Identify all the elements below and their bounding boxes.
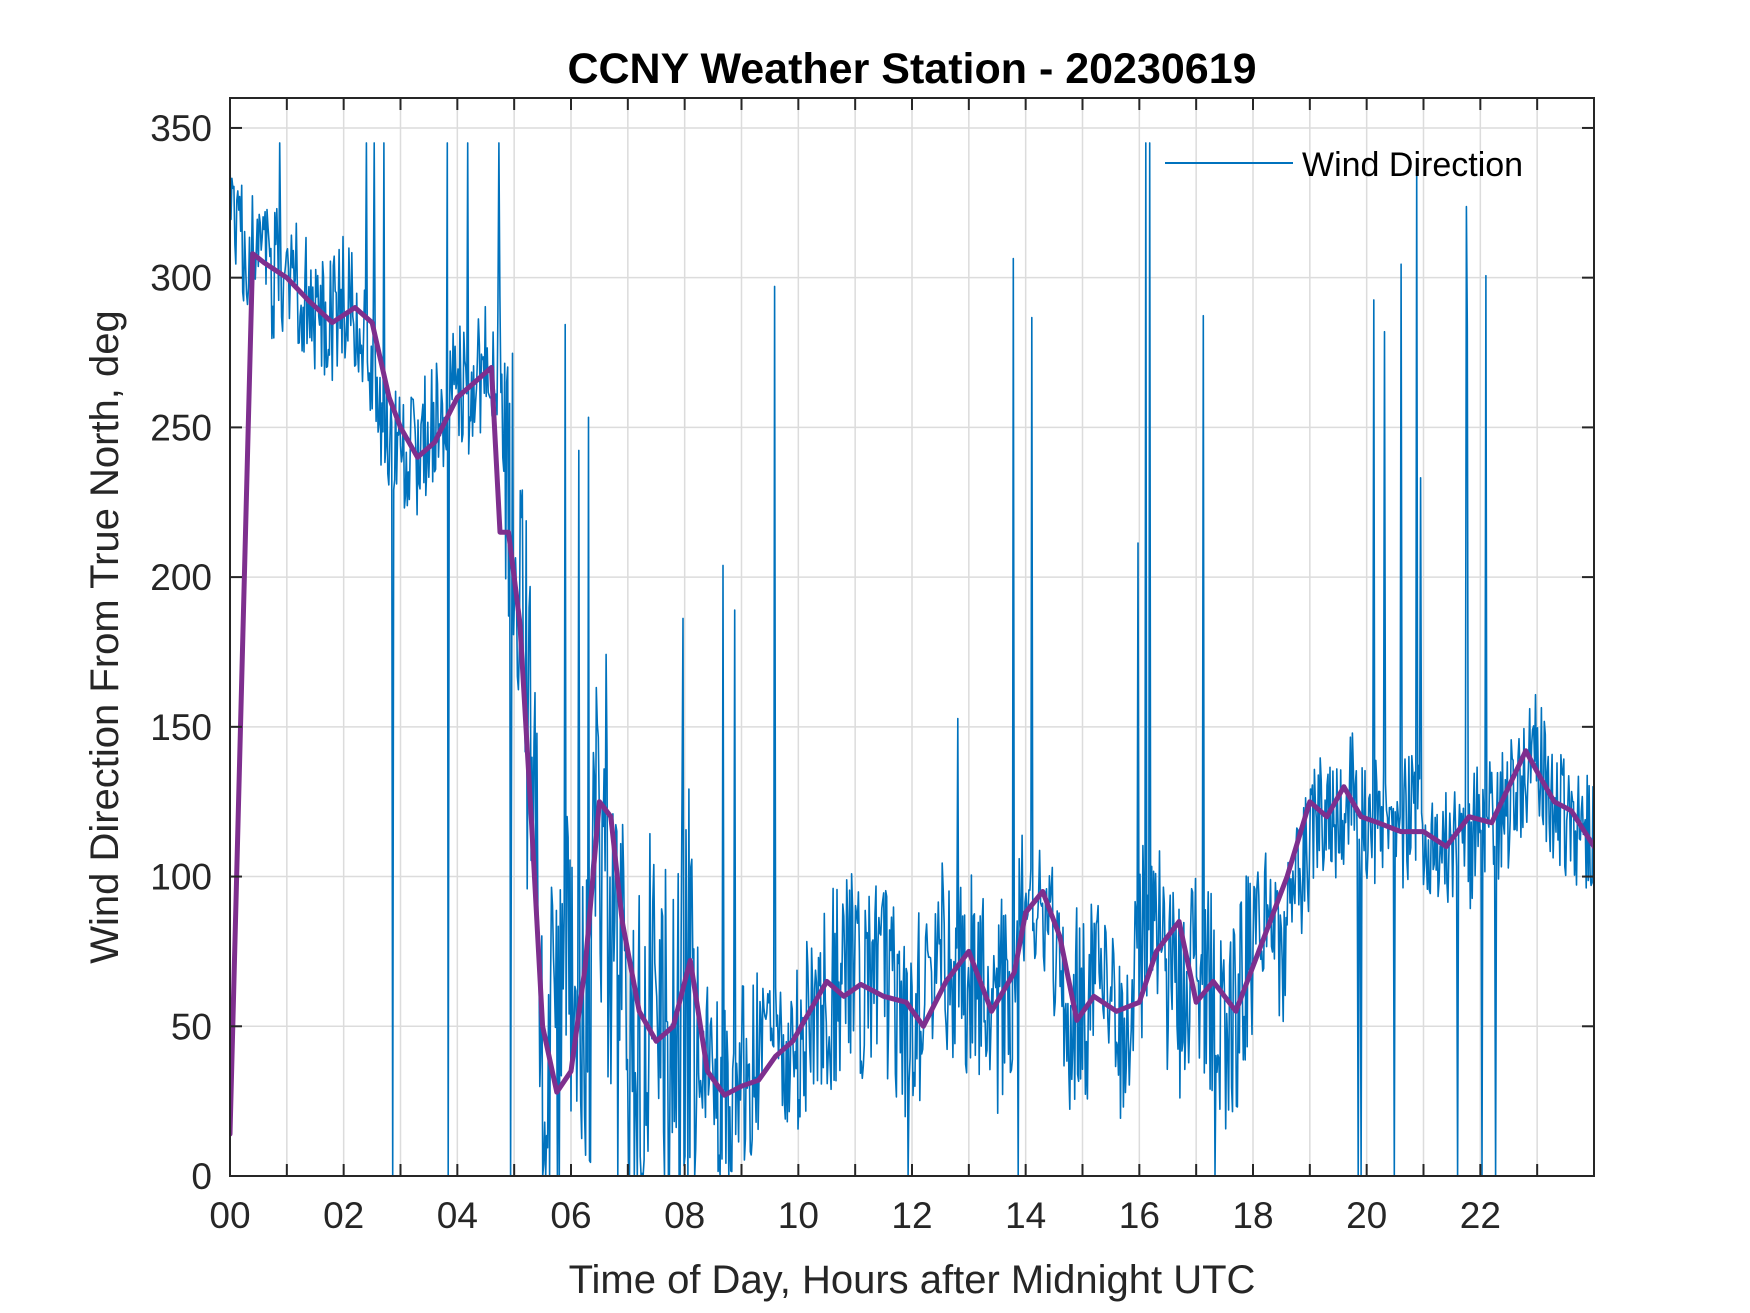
x-tick-label: 18: [1232, 1195, 1273, 1236]
y-axis-label: Wind Direction From True North, deg: [83, 310, 127, 964]
series-clip: [230, 142, 1594, 1176]
x-tick-label: 16: [1119, 1195, 1160, 1236]
legend-label-wind-direction: Wind Direction: [1302, 146, 1523, 184]
y-tick-label: 150: [150, 707, 212, 748]
x-tick-label: 00: [209, 1195, 250, 1236]
y-tick-label: 100: [150, 857, 212, 898]
series-layer: [230, 142, 1594, 1176]
x-tick-label: 20: [1346, 1195, 1387, 1236]
x-tick-label: 10: [778, 1195, 819, 1236]
y-tick-labels: 0 50 100 150 200 250 300 350: [150, 108, 212, 1197]
y-tick-label: 0: [191, 1156, 212, 1197]
x-tick-label: 22: [1460, 1195, 1501, 1236]
x-axis-label: Time of Day, Hours after Midnight UTC: [569, 1258, 1256, 1302]
chart-title: CCNY Weather Station - 20230619: [567, 45, 1256, 93]
y-tick-label: 250: [150, 407, 212, 448]
x-tick-label: 08: [664, 1195, 705, 1236]
tick-marks: [230, 98, 1594, 1176]
x-tick-label: 12: [891, 1195, 932, 1236]
legend: Wind Direction: [1165, 146, 1523, 184]
y-tick-label: 200: [150, 557, 212, 598]
y-tick-label: 50: [171, 1006, 212, 1047]
y-tick-label: 300: [150, 258, 212, 299]
x-tick-labels: 00 02 04 06 08 10 12 14 16 18 20 22: [209, 1195, 1500, 1236]
x-tick-label: 14: [1005, 1195, 1046, 1236]
x-tick-label: 06: [550, 1195, 591, 1236]
x-tick-label: 02: [323, 1195, 364, 1236]
y-tick-label: 350: [150, 108, 212, 149]
series-line-smoothed: [230, 251, 1594, 1137]
x-tick-label: 04: [437, 1195, 478, 1236]
series-line-wind-direction: [230, 142, 1594, 1176]
